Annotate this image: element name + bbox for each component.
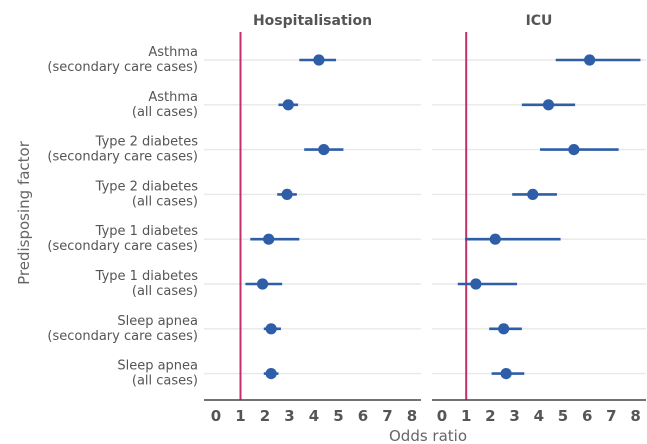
x-tick-label: 7	[606, 407, 616, 425]
factor-label-line-1: Asthma	[148, 45, 198, 60]
factor-label-line-2: (all cases)	[132, 374, 198, 389]
estimate-point	[500, 368, 512, 380]
factor-label-line-1: Asthma	[148, 90, 198, 105]
factor-label: Sleep apnea (secondary care cases)	[47, 314, 198, 344]
factor-label-line-1: Type 1 diabetes	[95, 269, 199, 284]
estimate-point	[281, 188, 293, 200]
x-tick-label: 0	[437, 407, 447, 425]
panel-title: ICU	[526, 13, 553, 29]
estimate-point	[313, 54, 325, 66]
estimate-point	[568, 144, 580, 156]
x-tick-label: 3	[284, 407, 294, 425]
x-tick-label: 1	[235, 407, 245, 425]
factor-label-line-1: Sleep apnea	[117, 359, 198, 374]
estimate-point	[470, 278, 482, 290]
x-tick-label: 3	[509, 407, 519, 425]
factor-label: Type 2 diabetes (all cases)	[95, 179, 199, 209]
estimate-point	[265, 368, 277, 380]
estimate-point	[584, 54, 596, 66]
factor-label: Type 1 diabetes (all cases)	[95, 269, 199, 299]
x-tick-label: 1	[461, 407, 471, 425]
factor-label-line-2: (secondary care cases)	[47, 150, 198, 165]
estimate-point	[263, 233, 275, 245]
estimate-point	[318, 144, 330, 156]
estimate-point	[256, 278, 269, 290]
estimate-point	[527, 188, 539, 200]
factor-label-line-1: Type 2 diabetes	[95, 135, 199, 150]
x-tick-label: 5	[558, 407, 568, 425]
x-tick-label: 2	[260, 407, 270, 425]
factor-label-line-1: Sleep apnea	[117, 314, 198, 329]
x-tick-label: 7	[382, 407, 392, 425]
estimate-point	[265, 323, 277, 335]
x-axis-title: Odds ratio	[389, 427, 467, 444]
panel-title: Hospitalisation	[253, 13, 372, 29]
factor-label-line-1: Type 2 diabetes	[95, 179, 199, 194]
factor-label: Sleep apnea (all cases)	[117, 359, 198, 389]
factor-label: Asthma (secondary care cases)	[47, 45, 198, 75]
factor-label-line-2: (secondary care cases)	[47, 239, 198, 254]
x-tick-label: 6	[582, 407, 592, 425]
panel-icu: ICU 0 1 2 3 4 5 6 7 8	[432, 13, 646, 425]
factor-label-line-2: (secondary care cases)	[47, 329, 198, 344]
estimate-point	[542, 99, 555, 111]
factor-label-line-2: (secondary care cases)	[47, 60, 198, 75]
x-tick-label: 0	[211, 407, 221, 425]
factor-label: Asthma (all cases)	[132, 90, 198, 120]
x-tick-label: 4	[309, 407, 319, 425]
x-tick-label: 8	[407, 407, 417, 425]
x-tick-label: 4	[534, 407, 544, 425]
factor-labels: Asthma (secondary care cases)Asthma (all c…	[47, 45, 198, 389]
x-tick-label: 5	[333, 407, 343, 425]
estimate-point	[489, 233, 501, 245]
estimate-point	[282, 99, 294, 111]
factor-label-line-2: (all cases)	[132, 194, 198, 209]
factor-label-line-2: (all cases)	[132, 284, 198, 299]
factor-label-line-2: (all cases)	[132, 105, 198, 120]
estimate-point	[498, 323, 510, 335]
x-tick-label: 2	[485, 407, 495, 425]
x-tick-label: 8	[630, 407, 640, 425]
x-tick-label: 6	[358, 407, 368, 425]
factor-label: Type 2 diabetes (secondary care cases)	[47, 135, 198, 165]
factor-label-line-1: Type 1 diabetes	[95, 224, 199, 239]
factor-label: Type 1 diabetes (secondary care cases)	[47, 224, 198, 254]
y-axis-title: Predisposing factor	[15, 140, 33, 285]
panel-hospitalisation: Hospitalisation 0 1 2 3 4 5 6 7 8	[204, 13, 421, 425]
